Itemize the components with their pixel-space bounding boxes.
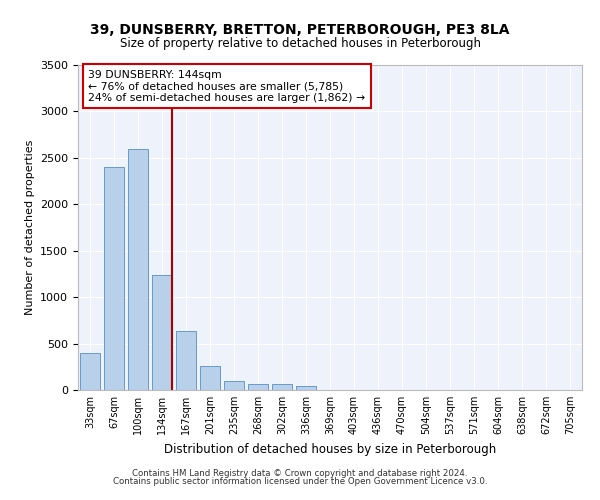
Text: 39 DUNSBERRY: 144sqm
← 76% of detached houses are smaller (5,785)
24% of semi-de: 39 DUNSBERRY: 144sqm ← 76% of detached h… bbox=[88, 70, 365, 103]
Bar bbox=[80, 353, 100, 390]
Bar bbox=[224, 380, 244, 390]
Text: 39, DUNSBERRY, BRETTON, PETERBOROUGH, PE3 8LA: 39, DUNSBERRY, BRETTON, PETERBOROUGH, PE… bbox=[90, 22, 510, 36]
Bar bbox=[200, 366, 220, 390]
Bar bbox=[296, 386, 316, 390]
X-axis label: Distribution of detached houses by size in Peterborough: Distribution of detached houses by size … bbox=[164, 442, 496, 456]
Text: Contains HM Land Registry data © Crown copyright and database right 2024.: Contains HM Land Registry data © Crown c… bbox=[132, 468, 468, 477]
Bar bbox=[176, 330, 196, 390]
Bar bbox=[128, 148, 148, 390]
Text: Size of property relative to detached houses in Peterborough: Size of property relative to detached ho… bbox=[119, 38, 481, 51]
Bar bbox=[272, 384, 292, 390]
Text: Contains public sector information licensed under the Open Government Licence v3: Contains public sector information licen… bbox=[113, 477, 487, 486]
Bar bbox=[152, 275, 172, 390]
Bar bbox=[248, 384, 268, 390]
Y-axis label: Number of detached properties: Number of detached properties bbox=[25, 140, 35, 315]
Bar bbox=[104, 167, 124, 390]
